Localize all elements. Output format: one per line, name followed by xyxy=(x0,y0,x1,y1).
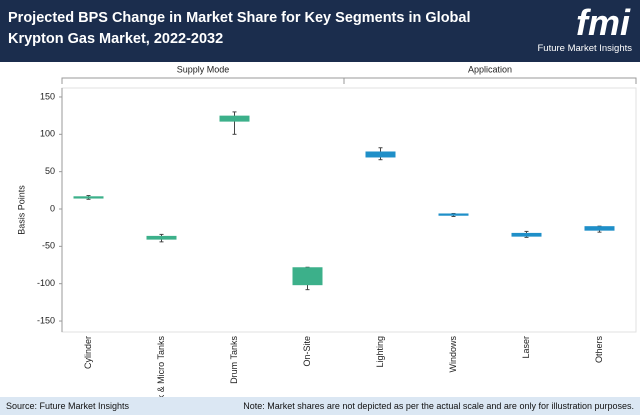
group-label: Supply Mode xyxy=(177,64,230,74)
x-tick-label: Laser xyxy=(521,336,531,359)
title: Projected BPS Change in Market Share for… xyxy=(8,10,471,47)
x-tick-label: Bulk & Micro Tanks xyxy=(156,336,166,398)
box xyxy=(584,226,615,231)
header: Projected BPS Change in Market Share for… xyxy=(0,0,640,62)
logo-caption: Future Market Insights xyxy=(537,43,632,54)
y-tick-label: -100 xyxy=(37,278,55,288)
footer: Source: Future Market Insights Note: Mar… xyxy=(0,397,640,415)
y-tick-label: 100 xyxy=(40,129,55,139)
y-tick-label: 50 xyxy=(45,166,55,176)
y-tick-label: -50 xyxy=(42,241,55,251)
y-label: Basis Points xyxy=(16,185,26,235)
x-tick-label: Cylinder xyxy=(83,336,93,369)
box xyxy=(292,267,323,286)
x-tick-label: Others xyxy=(594,336,604,364)
y-tick-label: -150 xyxy=(37,315,55,325)
group-bracket xyxy=(343,77,637,84)
y-tick-label: 150 xyxy=(40,91,55,101)
x-tick-label: Windows xyxy=(448,336,458,373)
x-tick-label: On-Site xyxy=(302,336,312,367)
group-bracket xyxy=(61,77,345,84)
box xyxy=(146,235,177,240)
plot-frame xyxy=(61,87,637,333)
logo: fmi xyxy=(576,2,630,43)
box xyxy=(438,213,469,216)
group-label: Application xyxy=(468,64,512,74)
y-tick-label: 0 xyxy=(50,203,55,213)
source: Source: Future Market Insights xyxy=(6,401,130,411)
box xyxy=(219,115,250,122)
box xyxy=(365,151,396,158)
note: Note: Market shares are not depicted as … xyxy=(243,401,634,411)
box xyxy=(73,196,104,199)
box xyxy=(511,232,542,237)
x-tick-label: Drum Tanks xyxy=(229,336,239,384)
chart: Basis Points 150 100 50 0 -50 -100 -150 Supply … xyxy=(16,64,637,398)
x-tick-label: Lighting xyxy=(375,336,385,368)
